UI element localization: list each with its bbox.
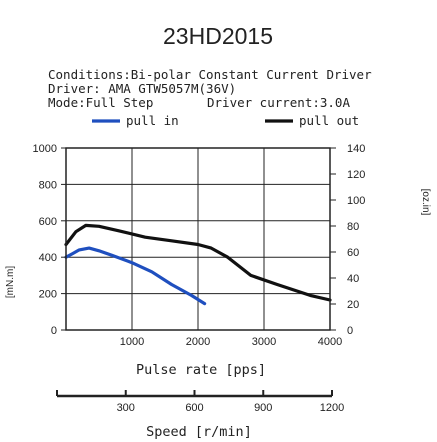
y-tick-label-4: 800	[39, 179, 57, 191]
y-axis-right-label: [oz.in]	[420, 189, 431, 216]
plot-frame	[65, 147, 331, 331]
y-tick-label-0: 0	[51, 325, 57, 337]
legend-label-pull-out: pull out	[299, 113, 359, 128]
conditions-current: Driver current:3.0A	[207, 95, 350, 110]
y-tick-label-3: 600	[39, 216, 57, 228]
speed-tick-label-0: 300	[117, 402, 135, 414]
x-tick-label-3: 4000	[318, 336, 342, 348]
x-axis-label: Pulse rate [pps]	[136, 362, 266, 378]
y-tick-label-2: 400	[39, 252, 57, 264]
y2-tick-label-7: 140	[347, 143, 365, 155]
grid	[66, 148, 330, 330]
y-axis-left-label: [mN.m]	[5, 266, 16, 298]
x-tick-label-2: 3000	[252, 336, 276, 348]
y-tick-label-5: 1000	[33, 143, 57, 155]
conditions-line-1: Conditions:Bi-polar Constant Current Dri…	[48, 67, 372, 82]
y2-tick-label-2: 40	[347, 273, 359, 285]
legend-label-pull-in: pull in	[126, 113, 179, 128]
series-line-pull-out	[64, 223, 332, 302]
speed-tick-label-2: 900	[254, 402, 272, 414]
conditions-mode: Mode:Full Step	[48, 95, 153, 110]
y2-tick-label-4: 80	[347, 221, 359, 233]
y-axis-right-ticks: 0 20 40 60 80 100 120 140	[330, 143, 365, 337]
speed-tick-label-1: 600	[185, 402, 203, 414]
chart-title: 23HD2015	[163, 23, 273, 49]
y2-tick-label-6: 120	[347, 169, 365, 181]
y2-tick-label-0: 0	[347, 325, 353, 337]
speed-tick-label-3: 1200	[320, 402, 344, 414]
series-layer	[64, 223, 332, 306]
series-line-pull-in	[64, 246, 207, 306]
y-axis-left-ticks: 0 200 400 600 800 1000	[33, 143, 66, 337]
y2-tick-label-3: 60	[347, 247, 359, 259]
y2-tick-label-5: 100	[347, 195, 365, 207]
x-tick-label-1: 2000	[186, 336, 210, 348]
y-tick-label-1: 200	[39, 289, 57, 301]
x-axis-ticks: 1000 2000 3000 4000	[120, 336, 342, 348]
legend: pull in pull out	[92, 113, 359, 128]
speed-axis: 300 600 900 1200	[56, 390, 344, 414]
conditions-line-2: Driver: AMA GTW5057M(36V)	[48, 81, 236, 96]
x-tick-label-0: 1000	[120, 336, 144, 348]
x2-axis-label: Speed [r/min]	[146, 424, 252, 440]
y2-tick-label-1: 20	[347, 299, 359, 311]
